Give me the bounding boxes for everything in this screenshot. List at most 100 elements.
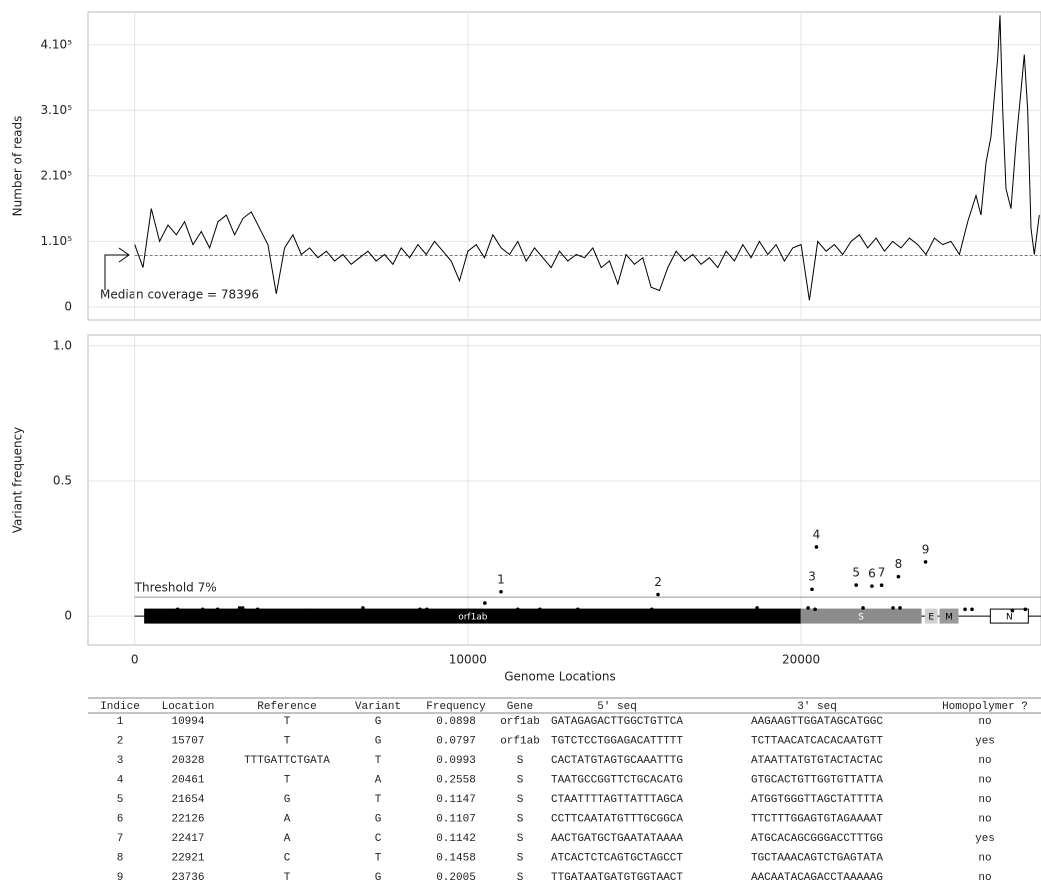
table-cell: 21654 [171,794,204,806]
y-tick-label: 2.10⁵ [40,168,72,182]
table-cell: 0.0898 [436,716,476,728]
table-cell: 9 [117,872,124,882]
variant-point [1010,608,1015,613]
table-cell: 22921 [171,852,204,864]
variant-point [656,592,660,597]
point-label: 5 [852,566,860,580]
table-cell: T [284,872,291,882]
point-label: 3 [808,570,816,584]
table-cell: 7 [117,833,124,845]
table-cell: 23736 [171,872,204,882]
table-cell: TAATGCCGGTTCTGCACATG [551,774,683,786]
table-cell: 6 [117,813,124,825]
variant-point [814,545,819,549]
table-cell: S [517,852,524,864]
x-tick-label: 0 [131,653,139,667]
table-header: Reference [257,701,316,713]
variant-point [516,607,520,612]
variant-point [361,606,365,610]
gene-block [989,608,1029,624]
point-label: 2 [654,575,662,589]
table-cell: 15707 [171,735,204,747]
variant-point [538,607,542,612]
table-cell: 22417 [171,833,204,845]
x-tick-label: 10000 [449,653,487,667]
point-label: 1 [497,572,505,586]
variant-point [240,606,245,610]
variant-point [483,601,487,605]
table-cell: T [284,735,291,747]
table-cell: T [375,794,382,806]
y-tick-label: 0.5 [53,473,72,487]
table-cell: AACTGATGCTGAATATAAAA [551,833,683,845]
point-label: 8 [895,557,903,571]
table-cell: 20461 [171,774,204,786]
table-cell: AACAATACAGACCTAAAAAG [751,872,883,882]
table-cell: 0.0797 [436,735,476,747]
table-cell: 1 [117,716,124,728]
table-cell: G [375,872,382,882]
variant-point [810,587,814,592]
table-cell: TCTTAACATCACACAATGTT [751,735,883,747]
table-cell: GATAGAGACTTGGCTGTTCA [551,716,683,728]
variant-point [650,607,654,612]
table-cell: ATGGTGGGTTAGCTATTTTA [751,794,883,806]
threshold-label: Threshold 7% [134,581,217,595]
table-cell: S [517,755,524,767]
variant-point [813,607,817,612]
table-cell: TTTGATTCTGATA [244,755,330,767]
table-header: Location [162,701,215,713]
table-cell: 8 [117,852,124,864]
variant-point [879,583,884,588]
table-cell: T [375,755,382,767]
variant-point [870,584,874,588]
table-cell: no [978,716,991,728]
table-cell: 0.2005 [436,872,476,882]
table-cell: 0.1107 [436,813,476,825]
gene-block [800,608,922,624]
table-cell: S [517,872,524,882]
coverage-line [134,15,1040,301]
gene-label: S [858,613,864,623]
table-cell: 20328 [171,755,204,767]
table-header: Indice [100,701,140,713]
table-cell: ATGCACAGCGGGACCTTTGG [751,833,883,845]
variant-point [1023,607,1028,612]
table-cell: yes [975,833,995,845]
table-cell: C [284,852,291,864]
median-arrow [104,247,130,290]
annotation: Median coverage = 78396 [100,288,259,302]
table-cell: G [375,716,382,728]
table-cell: G [375,735,382,747]
table-cell: no [978,852,991,864]
gene-label: orf1ab [458,613,488,623]
table-cell: TGTCTCCTGGAGACATTTTT [551,735,683,747]
table-cell: ATAATTATGTGTACTACTAC [751,755,883,767]
table-cell: S [517,774,524,786]
table-header: Gene [507,701,533,713]
variant-point [255,607,260,612]
y-tick-label: 4.10⁵ [40,37,72,51]
table-cell: AAGAAGTTGGATAGCATGGC [751,716,883,728]
table-cell: no [978,755,991,767]
table-header: Frequency [426,701,486,713]
variant-point [898,606,902,610]
table-cell: 10994 [171,716,204,728]
table-cell: A [284,813,291,825]
table-cell: 5 [117,794,124,806]
table-cell: CTAATTTTAGTTATTTAGCA [551,794,683,806]
table-cell: T [284,716,291,728]
table-cell: T [284,774,291,786]
table-cell: G [375,813,382,825]
point-label: 9 [922,542,930,556]
variant-point [755,606,759,610]
table-cell: GTGCACTGTTGGTGTTATTA [751,774,883,786]
variant-point [237,606,242,610]
table-cell: no [978,774,991,786]
table-cell: CCTTCAATATGTTTGCGGCA [551,813,683,825]
gene-block [939,608,959,624]
x-tick-label: 20000 [782,653,820,667]
variant-point [175,607,180,612]
gene-label: E [928,613,934,623]
variant-point [896,574,901,579]
